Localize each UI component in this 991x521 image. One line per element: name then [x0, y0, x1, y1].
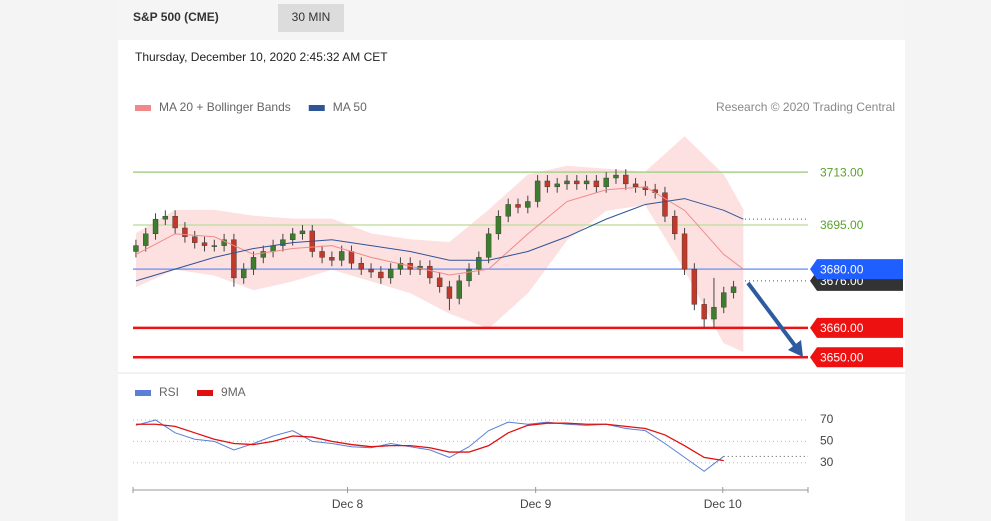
- candle-body: [231, 239, 237, 279]
- level-label: 3695.00: [820, 218, 864, 232]
- candle-body: [505, 204, 511, 217]
- indicator-line: [135, 422, 724, 462]
- candle-body: [358, 263, 364, 270]
- candle-body: [133, 245, 139, 252]
- candle-body: [691, 268, 698, 305]
- timestamp: Thursday, December 10, 2020 2:45:32 AM C…: [135, 50, 388, 64]
- bollinger-fill: [135, 136, 744, 352]
- candle-body: [564, 180, 570, 185]
- bollinger-upper: [135, 136, 744, 244]
- level-label: 3713.00: [820, 165, 864, 179]
- candle-body: [466, 268, 472, 282]
- candle-body: [270, 245, 276, 252]
- candle-body: [446, 286, 453, 299]
- legend-swatch: [135, 390, 151, 396]
- candle-body: [593, 180, 600, 188]
- header-bar: [118, 0, 905, 40]
- candle-body: [152, 218, 159, 235]
- candle-body: [348, 251, 355, 264]
- candle-body: [436, 277, 443, 287]
- candle-body: [476, 257, 482, 270]
- candle-body: [632, 183, 639, 188]
- y-tick-label: 50: [820, 434, 834, 448]
- candle-body: [603, 177, 609, 188]
- forecast-arrow: [746, 281, 798, 349]
- candle-body: [387, 268, 394, 279]
- candle-body: [368, 268, 374, 273]
- legend-swatch: [197, 390, 214, 396]
- forecast-arrowhead: [788, 340, 803, 357]
- candle-body: [397, 263, 404, 270]
- interval-button[interactable]: [278, 4, 344, 32]
- candle-body: [711, 307, 717, 320]
- candle-body: [299, 230, 306, 235]
- candle-body: [250, 257, 257, 270]
- x-tick-label: Dec 9: [520, 497, 552, 511]
- candle-body: [495, 216, 502, 235]
- x-tick-label: Dec 10: [704, 497, 742, 511]
- level-label: 3680.00: [820, 262, 864, 276]
- candle-body: [280, 239, 286, 246]
- candle-body: [172, 216, 178, 229]
- candle-body: [681, 233, 688, 270]
- copyright: Research © 2020 Trading Central: [716, 100, 895, 114]
- bollinger-lower: [135, 203, 744, 352]
- y-tick-label: 30: [820, 455, 834, 469]
- level-tag: [810, 259, 903, 280]
- candle-body: [241, 268, 247, 279]
- candle-body: [721, 292, 727, 308]
- candle-body: [544, 180, 551, 188]
- candle-body: [574, 180, 580, 185]
- charts: Research © 2020 Trading Central MA 20 + B…: [132, 100, 903, 511]
- indicator-line: [135, 419, 725, 472]
- legend-swatch: [308, 105, 325, 111]
- ma-line: [135, 198, 744, 282]
- candle-body: [260, 251, 266, 258]
- candle-body: [554, 183, 560, 188]
- candle-body: [162, 216, 169, 220]
- candle-body: [201, 242, 208, 246]
- candle-body: [338, 251, 345, 261]
- ma-line: [135, 186, 744, 276]
- candle-body: [329, 257, 335, 261]
- candle-body: [192, 236, 198, 243]
- candle-body: [515, 204, 521, 208]
- y-tick-label: 70: [820, 412, 834, 426]
- candle-body: [485, 233, 492, 258]
- candle-body: [182, 227, 188, 237]
- legend-swatch: [135, 105, 151, 111]
- candle-body: [583, 180, 590, 185]
- candle-body: [143, 233, 149, 246]
- candle-body: [319, 251, 325, 258]
- level-label: 3650.00: [820, 350, 864, 364]
- candle-body: [378, 271, 384, 279]
- candle-body: [456, 280, 462, 299]
- candle-body: [211, 245, 218, 247]
- level-tag: [810, 347, 903, 368]
- level-label: 3660.00: [820, 321, 864, 335]
- x-tick-label: Dec 8: [332, 497, 364, 511]
- candle-body: [613, 174, 619, 179]
- candle-body: [701, 304, 707, 320]
- legend-label: 9MA: [221, 385, 246, 399]
- candle-body: [662, 192, 668, 217]
- candle-body: [525, 201, 531, 208]
- candle-body: [730, 286, 737, 293]
- candle-body: [427, 265, 433, 279]
- candle-body: [623, 174, 629, 185]
- symbol: S&P 500 (CME): [133, 10, 219, 24]
- legend-label: MA 50: [333, 100, 367, 114]
- level-tag: [810, 317, 903, 338]
- candle-body: [672, 216, 678, 235]
- candle-body: [289, 233, 296, 240]
- candle-body: [534, 180, 541, 202]
- legend-label: RSI: [159, 385, 179, 399]
- legend-label: MA 20 + Bollinger Bands: [159, 100, 291, 114]
- interval[interactable]: 30 MIN: [292, 10, 331, 24]
